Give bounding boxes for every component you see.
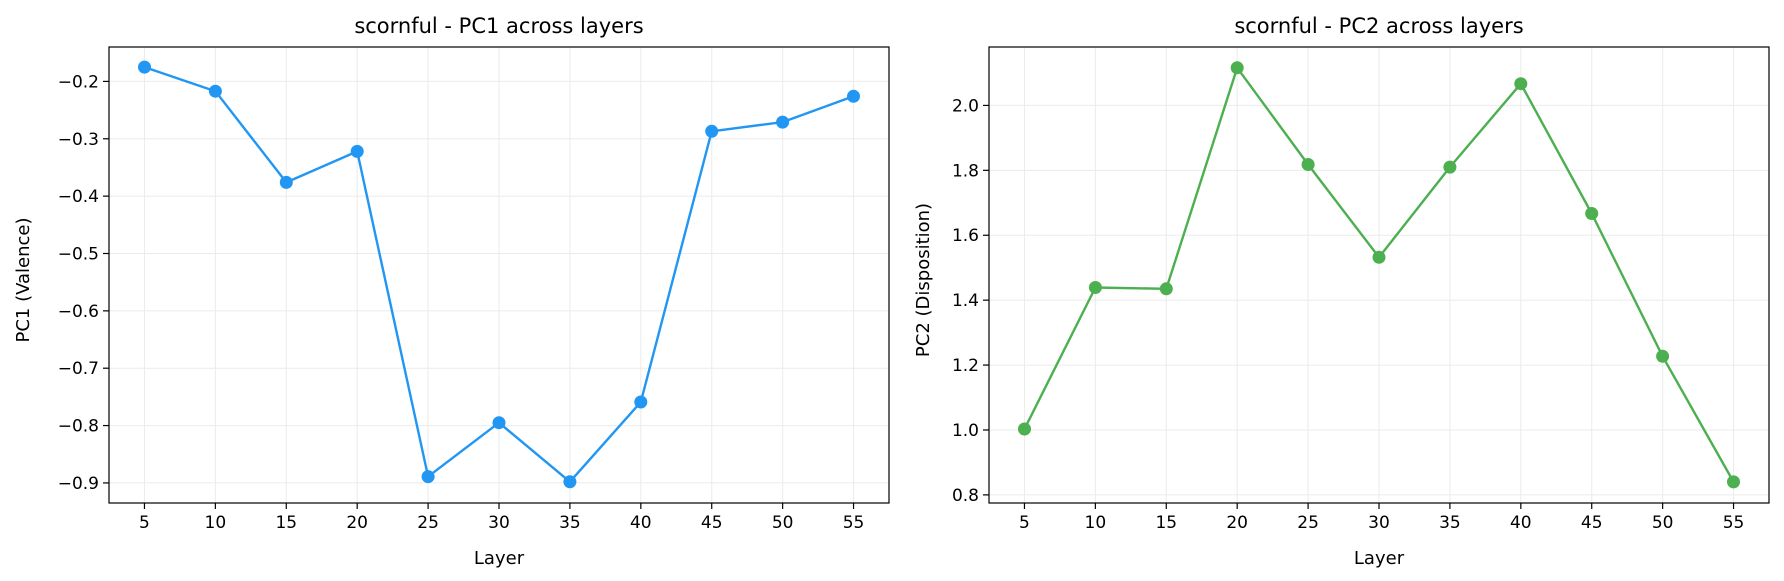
y-tick-label: −0.2 — [58, 72, 99, 92]
x-tick-label: 5 — [1019, 513, 1030, 533]
y-tick-label: −0.7 — [58, 359, 99, 379]
data-point — [1372, 250, 1386, 264]
data-point — [705, 124, 719, 138]
data-point — [1018, 422, 1031, 436]
data-point — [563, 475, 577, 489]
x-tick-label: 30 — [1368, 513, 1390, 533]
x-tick-label: 15 — [275, 513, 297, 533]
data-point — [634, 395, 648, 409]
y-tick-label: 1.0 — [952, 421, 979, 441]
data-point — [1585, 207, 1599, 220]
chart-title: scornful - PC2 across layers — [1234, 14, 1523, 38]
pc1-chart-panel: scornful - PC1 across layers Layer PC1 (… — [13, 14, 890, 569]
data-point — [1301, 158, 1315, 171]
data-point — [776, 115, 790, 129]
axes: 5 10 15 20 25 30 35 40 45 50 55 0.8 1.0 1.2 1.4 1.6 1.8 2… — [952, 46, 1770, 533]
x-tick-label: 50 — [1652, 513, 1674, 533]
plot-frame — [108, 46, 890, 504]
y-axis-label: PC1 (Valence) — [13, 217, 34, 342]
x-tick-label: 40 — [630, 513, 652, 533]
chart-title: scornful - PC1 across layers — [354, 14, 643, 38]
data-point — [1159, 282, 1173, 296]
data-point — [350, 144, 364, 158]
x-tick-label: 5 — [139, 513, 150, 533]
y-axis-label: PC2 (Disposition) — [913, 203, 934, 357]
data-point — [1514, 77, 1528, 91]
y-tick-label: 2.0 — [952, 96, 979, 116]
data-point — [138, 60, 151, 74]
x-tick-label: 10 — [205, 513, 227, 533]
data-point — [421, 470, 435, 484]
x-tick-label: 30 — [488, 513, 510, 533]
data-point — [208, 84, 222, 98]
data-point — [1230, 61, 1244, 75]
data-point — [847, 89, 860, 103]
x-tick-label: 25 — [1297, 513, 1319, 533]
x-axis-label: Layer — [1354, 548, 1405, 569]
axes: 5 10 15 20 25 30 35 40 45 50 55 −0.9 −0.8 −0.7 −0.6 −0.… — [58, 46, 890, 533]
data-point — [1088, 281, 1102, 294]
y-tick-label: −0.9 — [58, 474, 99, 494]
x-tick-label: 20 — [346, 513, 368, 533]
x-tick-label: 55 — [843, 513, 865, 533]
data-point — [279, 175, 293, 189]
x-tick-label: 10 — [1085, 513, 1107, 533]
y-tick-label: 1.4 — [952, 291, 979, 311]
y-tick-label: 1.6 — [952, 226, 979, 246]
pc2-chart-panel: scornful - PC2 across layers Layer PC2 (… — [913, 14, 1770, 569]
y-tick-label: −0.5 — [58, 244, 99, 264]
data-point — [1443, 160, 1457, 174]
plot-frame — [988, 46, 1770, 504]
x-tick-label: 55 — [1723, 513, 1745, 533]
x-tick-label: 35 — [1439, 513, 1461, 533]
y-tick-label: 1.8 — [952, 161, 979, 181]
y-tick-label: −0.8 — [58, 417, 99, 437]
x-tick-label: 35 — [559, 513, 581, 533]
data-point — [1727, 475, 1740, 489]
x-tick-label: 40 — [1510, 513, 1532, 533]
y-tick-label: −0.3 — [58, 130, 99, 150]
data-point — [492, 416, 506, 430]
x-axis-label: Layer — [474, 548, 525, 569]
x-tick-label: 25 — [417, 513, 439, 533]
y-tick-label: −0.4 — [58, 187, 99, 207]
x-tick-label: 50 — [772, 513, 794, 533]
x-tick-label: 15 — [1155, 513, 1177, 533]
y-tick-label: 0.8 — [952, 486, 979, 506]
y-tick-label: −0.6 — [58, 302, 99, 322]
y-tick-label: 1.2 — [952, 356, 979, 376]
x-tick-label: 20 — [1226, 513, 1248, 533]
grid — [989, 47, 1769, 503]
data-point — [1656, 349, 1670, 363]
x-tick-label: 45 — [701, 513, 723, 533]
x-tick-label: 45 — [1581, 513, 1603, 533]
